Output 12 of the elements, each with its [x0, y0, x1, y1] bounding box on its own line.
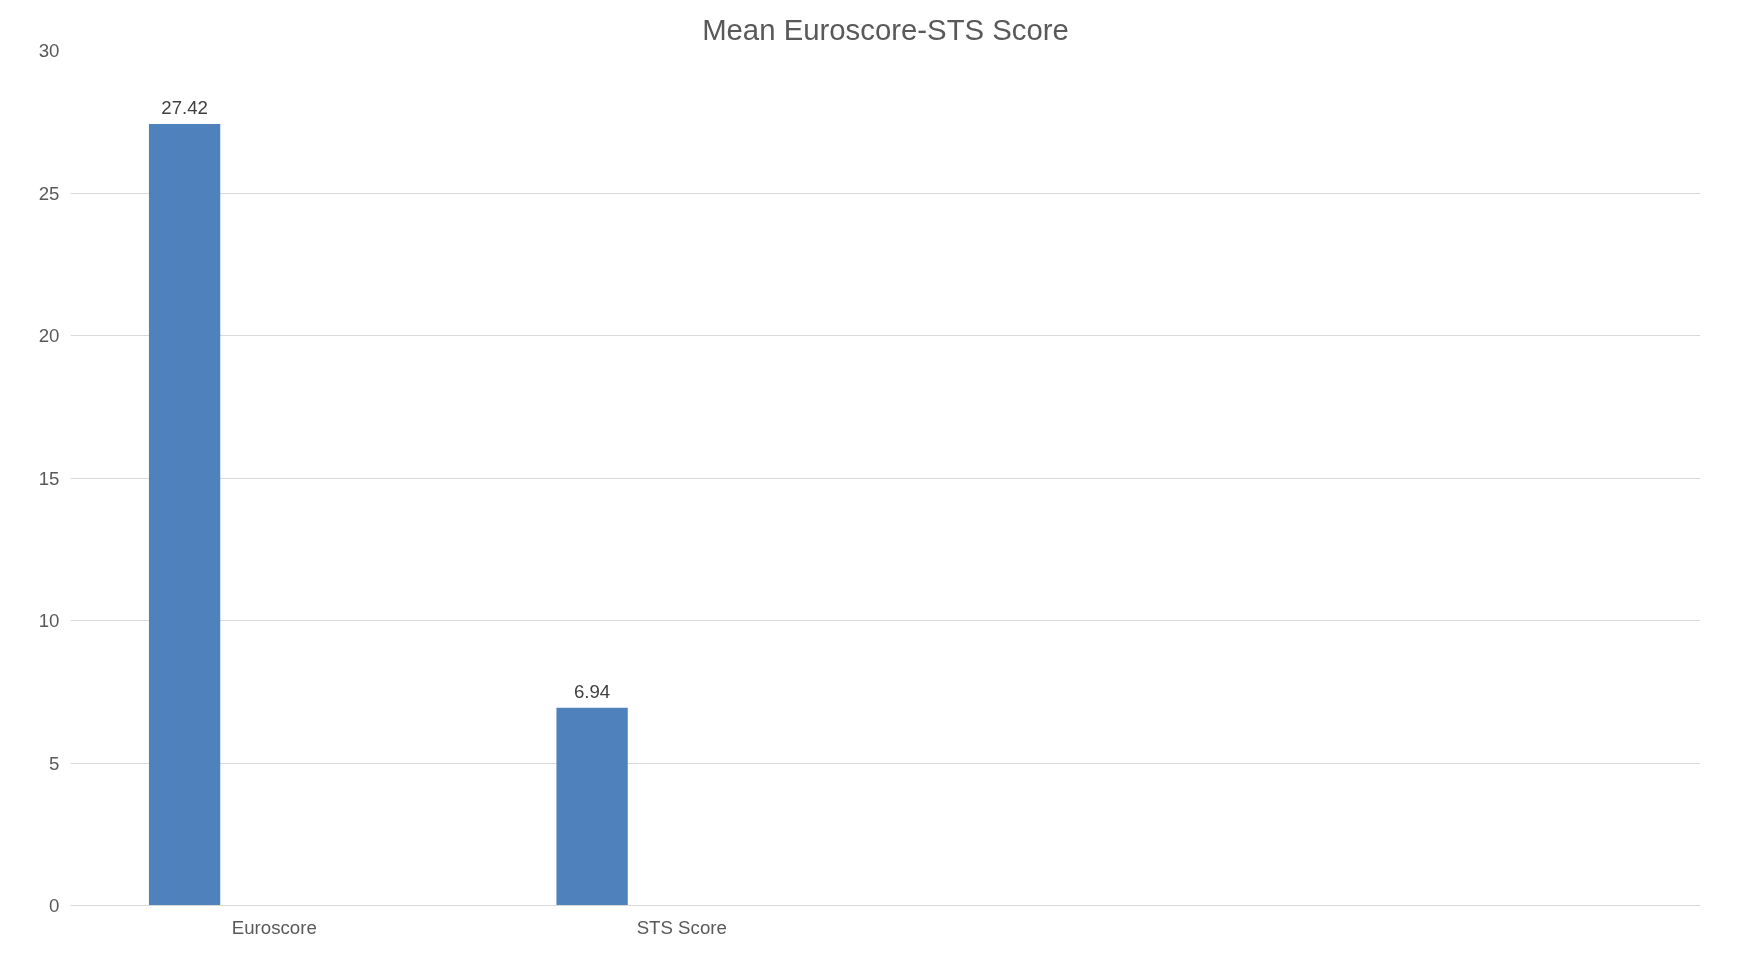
chart-title: Mean Euroscore-STS Score	[702, 12, 1069, 46]
y-tick-label: 20	[38, 325, 60, 346]
y-tick-label: 25	[38, 182, 60, 204]
x-tick-label: Euroscore	[231, 916, 317, 938]
y-tick-label: 15	[38, 467, 60, 489]
x-tick-label: STS Score	[636, 916, 727, 938]
data-label: 27.42	[161, 97, 208, 119]
y-tick-label: 5	[49, 752, 60, 774]
y-tick-label: 30	[38, 40, 60, 61]
data-label: 6.94	[573, 680, 611, 702]
y-tick-label: 0	[49, 895, 60, 916]
y-tick-label: 10	[38, 610, 60, 631]
